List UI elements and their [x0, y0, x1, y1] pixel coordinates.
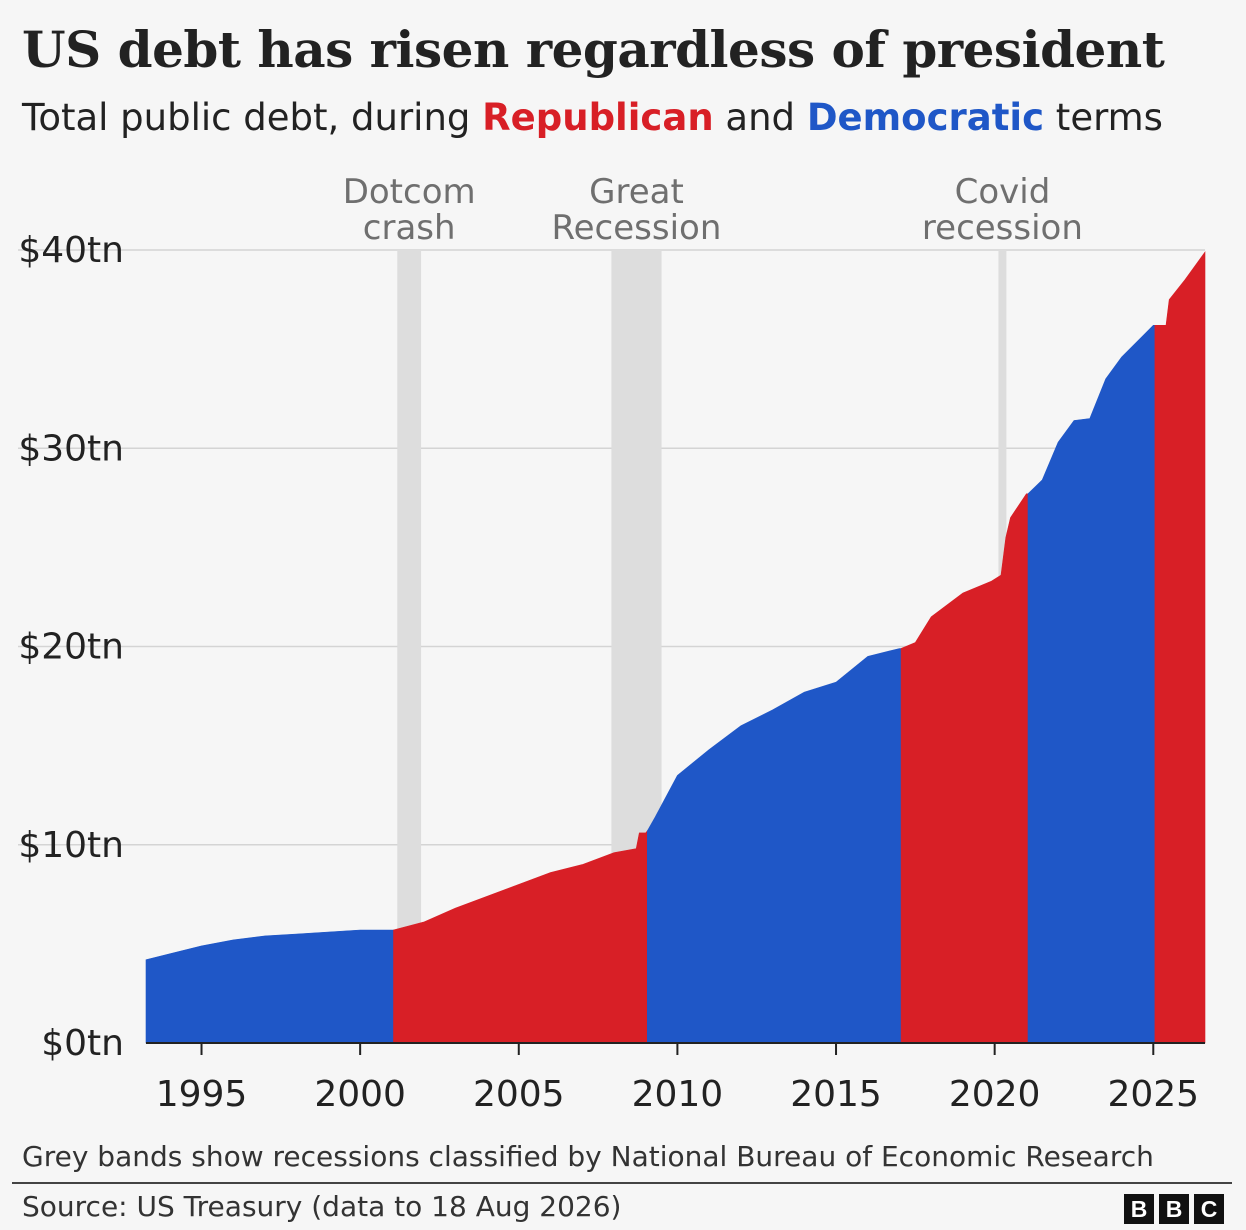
- republican-term-area: [1154, 251, 1206, 1044]
- subtitle-democratic: Democratic: [806, 96, 1045, 139]
- republican-term-area: [393, 830, 648, 1044]
- recession-label: Covid: [955, 172, 1051, 212]
- democratic-term-area: [647, 648, 902, 1044]
- y-tick-label: $40tn: [18, 230, 124, 271]
- footer-divider: [12, 1182, 1232, 1184]
- democratic-term-area: [145, 929, 394, 1044]
- recession-label: Dotcom: [343, 172, 476, 212]
- democratic-term-area: [1027, 325, 1156, 1044]
- recession-label: Great: [589, 172, 684, 212]
- y-tick-label: $0tn: [41, 1023, 124, 1064]
- debt-area-chart: $0tn $10tn $20tn $30tn $40tn 1995 2000 2005 2010…: [18, 172, 1206, 1115]
- chart-subtitle: Total public debt, during Republican and…: [22, 96, 1163, 139]
- bbc-logo-letter: B: [1124, 1194, 1154, 1224]
- subtitle-republican: Republican: [482, 96, 714, 139]
- chart-title: US debt has risen regardless of presiden…: [22, 20, 1165, 79]
- recession-label: crash: [363, 208, 456, 248]
- y-tick-label: $30tn: [18, 428, 124, 469]
- recession-note: Grey bands show recessions classified by…: [22, 1140, 1154, 1173]
- recession-band: [397, 250, 422, 1043]
- subtitle-middle: and: [713, 96, 807, 139]
- x-tick-label: 2025: [1107, 1074, 1199, 1115]
- x-tick-label: 2010: [632, 1074, 724, 1115]
- subtitle-prefix: Total public debt, during: [22, 96, 483, 139]
- subtitle-suffix: terms: [1044, 96, 1163, 139]
- recession-label: recession: [922, 208, 1083, 248]
- x-tick-label: 2015: [790, 1074, 882, 1115]
- x-tick-label: 2005: [473, 1074, 565, 1115]
- x-tick-label: 1995: [156, 1074, 248, 1115]
- party-term-areas: [145, 251, 1206, 1044]
- y-tick-label: $10tn: [18, 825, 124, 866]
- republican-term-area: [900, 493, 1029, 1044]
- recession-label: Recession: [552, 208, 722, 248]
- bbc-logo-letter: B: [1159, 1194, 1189, 1224]
- y-tick-label: $20tn: [18, 627, 124, 668]
- axis-and-band-labels: $0tn $10tn $20tn $30tn $40tn 1995 2000 2005 2010…: [18, 172, 1199, 1115]
- source-text: Source: US Treasury (data to 18 Aug 2026…: [22, 1190, 622, 1223]
- bbc-logo-letter: C: [1194, 1194, 1224, 1224]
- x-tick-label: 2000: [314, 1074, 406, 1115]
- bbc-logo: B B C: [1124, 1194, 1224, 1224]
- axes: [146, 1042, 1205, 1055]
- x-tick-label: 2020: [949, 1074, 1041, 1115]
